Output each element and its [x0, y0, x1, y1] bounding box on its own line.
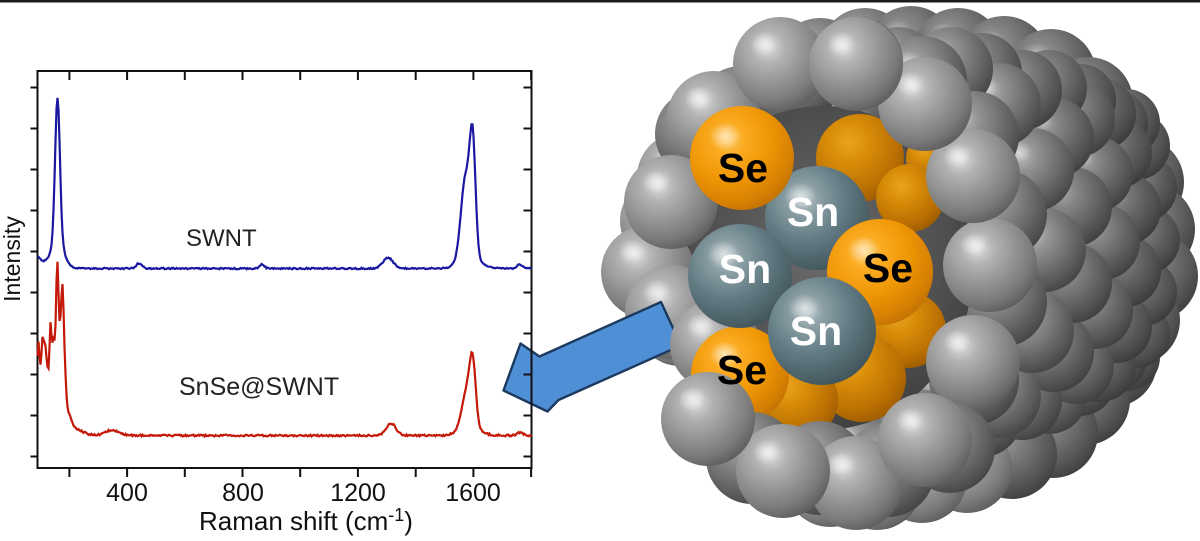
svg-text:Sn: Sn: [790, 308, 842, 354]
svg-text:Sn: Sn: [719, 246, 771, 292]
svg-text:400: 400: [106, 479, 148, 507]
svg-text:1200: 1200: [330, 479, 386, 507]
svg-text:Raman shift (cm-1): Raman shift (cm-1): [199, 505, 413, 536]
svg-text:800: 800: [222, 479, 264, 507]
svg-text:Se: Se: [717, 347, 767, 393]
svg-text:SnSe@SWNT: SnSe@SWNT: [179, 373, 339, 401]
svg-text:1600: 1600: [445, 479, 501, 507]
svg-text:SWNT: SWNT: [186, 225, 257, 252]
svg-text:Sn: Sn: [787, 189, 839, 235]
svg-text:Intensity: Intensity: [0, 216, 25, 302]
svg-text:Se: Se: [718, 145, 768, 191]
svg-text:Se: Se: [863, 245, 913, 291]
